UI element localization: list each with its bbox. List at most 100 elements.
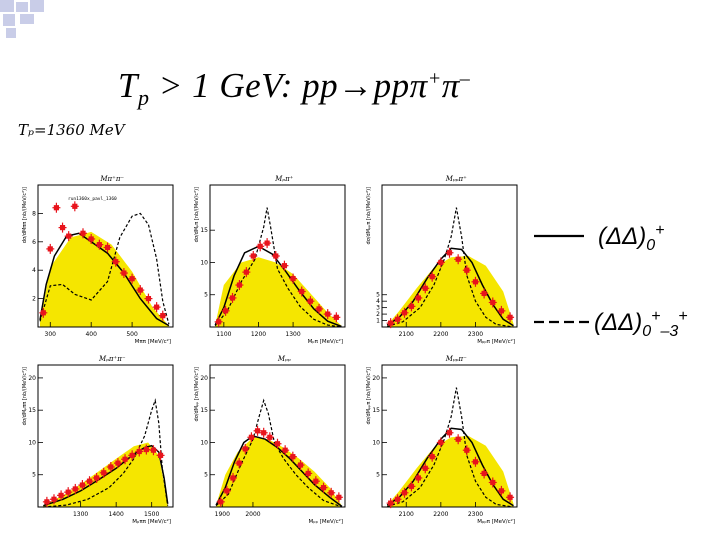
point-marker [422, 465, 428, 471]
solid-curve [214, 245, 342, 328]
point-marker [129, 276, 135, 282]
data-point [42, 496, 51, 507]
panel-title: Mₚπ⁺ [274, 175, 294, 183]
x-tick-label: 2000 [245, 511, 260, 518]
point-marker [290, 454, 296, 460]
plot-frame [37, 184, 174, 328]
point-marker [136, 448, 142, 455]
data-point [327, 487, 336, 498]
point-marker [59, 225, 66, 231]
data-point [454, 434, 463, 445]
y-axis-label: dσ/dMₚₚπ [nb/(MeV/c²)] [366, 367, 372, 425]
point-marker [333, 314, 339, 320]
y-tick-label: 15 [200, 227, 208, 234]
plot-frame [209, 184, 346, 328]
point-marker [261, 430, 267, 436]
data-point [414, 292, 423, 303]
data-point [462, 265, 471, 276]
x-axis-label: Mₚππ [MeV/c²] [132, 518, 171, 525]
point-marker [53, 205, 60, 211]
data-point [222, 485, 231, 496]
deco-square [0, 0, 14, 12]
point-marker [104, 244, 111, 251]
point-marker [264, 240, 270, 246]
data-point [87, 233, 96, 244]
point-marker [507, 494, 513, 500]
point-marker [157, 452, 164, 458]
point-marker [242, 446, 248, 452]
x-tick-label: 1300 [285, 331, 300, 338]
data-point [58, 222, 67, 233]
y-tick-label: 10 [200, 259, 208, 266]
data-point [306, 296, 315, 307]
dashed-curve [387, 387, 514, 508]
point-marker [415, 475, 421, 481]
data-point [281, 445, 290, 456]
data-point [428, 451, 437, 462]
data-point [297, 286, 306, 297]
point-marker [224, 488, 230, 494]
point-marker [464, 447, 470, 453]
data-point [242, 267, 251, 278]
data-point [78, 480, 87, 491]
point-marker [96, 242, 102, 248]
y-tick-label: 1 [376, 318, 380, 325]
data-point [85, 476, 94, 487]
y-tick-label: 4 [376, 298, 380, 305]
point-marker [429, 454, 435, 460]
point-marker [218, 499, 224, 505]
point-marker [122, 456, 128, 462]
data-point [393, 494, 402, 505]
point-marker [305, 470, 311, 477]
data-point [142, 444, 151, 455]
data-point [256, 241, 265, 252]
point-marker [273, 253, 279, 259]
point-marker [129, 452, 135, 458]
data-point [471, 456, 480, 467]
x-tick-label: 2200 [433, 511, 448, 518]
data-point [119, 268, 128, 279]
chart-panel-6: 2100 2200 2300 5 10 15 20 Mₚₚπ⁻ Mₚₚπ [MeV/c²] dσ/… [366, 355, 518, 525]
plot-frame [37, 364, 174, 508]
data-point [273, 438, 282, 449]
data-point [158, 310, 167, 321]
data-point [428, 271, 437, 282]
point-marker [307, 298, 313, 304]
x-tick-label: 2300 [468, 511, 483, 518]
chart-panel-2: 1100 1200 1300 5 10 15 Mₚπ⁺ Mₚπ [MeV/c²] dσ/dMₚπ… [194, 175, 346, 345]
dashed-curve [387, 207, 514, 328]
data-point [121, 454, 130, 465]
data-point [49, 494, 58, 505]
data-point [407, 301, 416, 312]
point-marker [108, 464, 114, 470]
point-marker [145, 296, 152, 302]
point-marker [498, 488, 505, 494]
point-marker [248, 434, 255, 440]
data-point [57, 490, 66, 501]
y-tick-label: 5 [204, 472, 208, 479]
data-point [235, 280, 244, 291]
y-tick-label: 15 [28, 407, 36, 414]
point-marker [121, 270, 127, 276]
point-marker [464, 267, 470, 273]
y-tick-label: 10 [372, 439, 380, 446]
point-marker [274, 441, 281, 447]
point-marker [394, 316, 401, 322]
data-point [241, 443, 250, 454]
data-point [229, 472, 238, 483]
point-marker [401, 490, 408, 496]
data-point [480, 468, 489, 479]
point-marker [394, 496, 401, 502]
point-marker [236, 460, 242, 466]
point-marker [498, 308, 505, 314]
x-tick-label: 1300 [73, 511, 88, 518]
chart-panel-1: 300 400 500 2 4 6 8 Mπ⁺π⁻ Mππ [MeV/c²] dσ/dMππ [n… [22, 175, 174, 345]
data-point [156, 450, 165, 461]
point-marker [254, 428, 261, 434]
data-point [247, 432, 256, 443]
y-tick-label: 6 [32, 239, 36, 246]
point-marker [401, 310, 408, 316]
point-marker [313, 478, 319, 484]
chart-panel-5: 1900 2000 5 10 15 20 Mₚₚ Mₚₚ [MeV/c²] dσ/dMₚₚ [n… [194, 355, 346, 525]
